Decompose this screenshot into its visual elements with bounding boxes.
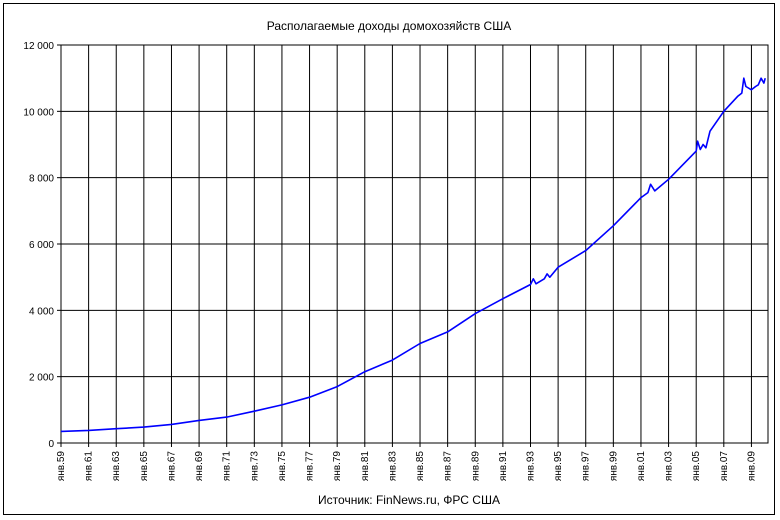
x-tick-label: янв.09 <box>746 451 757 482</box>
x-tick-label: янв.89 <box>470 451 481 482</box>
x-tick-label: янв.67 <box>166 451 177 482</box>
x-tick-label: янв.93 <box>525 451 536 482</box>
x-tick-label: янв.05 <box>691 451 702 482</box>
y-tick-label: 2 000 <box>29 373 54 384</box>
x-tick-label: янв.65 <box>139 451 150 482</box>
x-tick-label: янв.95 <box>553 451 564 482</box>
y-tick-label: 4 000 <box>29 306 54 317</box>
x-tick-label: янв.79 <box>332 451 343 482</box>
series-group <box>60 77 766 433</box>
x-tick-label: янв.81 <box>360 451 371 482</box>
x-tick-label: янв.61 <box>84 451 95 482</box>
x-tick-label: янв.69 <box>194 451 205 482</box>
y-axis-ticks: 0 2 000 4 000 6 000 8 000 10 000 12 000 <box>23 41 61 450</box>
x-tick-label: янв.63 <box>111 451 122 482</box>
y-tick-label: 0 <box>48 439 54 450</box>
x-tick-label: янв.03 <box>664 451 675 482</box>
y-tick-label: 12 000 <box>23 41 54 52</box>
x-tick-label: янв.07 <box>719 451 730 482</box>
y-tick-label: 8 000 <box>29 174 54 185</box>
chart-title: Располагаемые доходы домохозяйств США <box>267 19 511 33</box>
x-tick-label: янв.71 <box>222 451 233 482</box>
gridlines <box>60 44 768 444</box>
x-tick-label: янв.75 <box>277 451 288 482</box>
y-tick-label: 6 000 <box>29 240 54 251</box>
x-tick-label: янв.91 <box>498 451 509 482</box>
x-tick-label: янв.83 <box>387 451 398 482</box>
x-tick-label: янв.77 <box>305 451 316 482</box>
series-line <box>60 77 766 433</box>
x-axis-label: Источник: FinNews.ru, ФРС США <box>318 493 500 507</box>
x-tick-label: янв.87 <box>443 451 454 482</box>
y-tick-label: 10 000 <box>23 107 54 118</box>
x-tick-label: янв.01 <box>636 451 647 482</box>
chart-frame: 0 2 000 4 000 6 000 8 000 10 000 12 000 янв.59… <box>3 3 775 515</box>
x-tick-label: янв.97 <box>581 451 592 482</box>
x-tick-label: янв.59 <box>56 451 67 482</box>
x-tick-label: янв.99 <box>608 451 619 482</box>
x-axis-ticks: янв.59 янв.61 янв.63 янв.65 янв.67 янв.69 янв.… <box>56 443 757 481</box>
x-tick-label: янв.73 <box>249 451 260 482</box>
line-chart: 0 2 000 4 000 6 000 8 000 10 000 12 000 янв.59… <box>23 19 769 507</box>
x-tick-label: янв.85 <box>415 451 426 482</box>
